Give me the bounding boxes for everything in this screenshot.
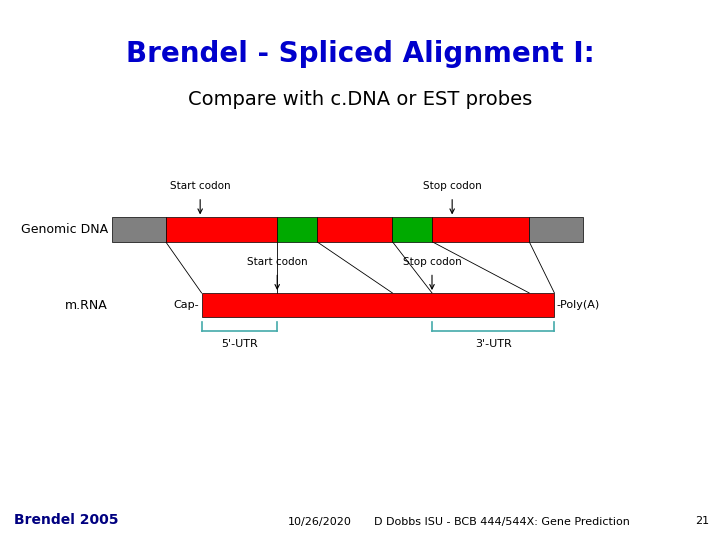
Bar <box>202 293 554 317</box>
Text: Genomic DNA: Genomic DNA <box>21 223 108 236</box>
Text: 5'-UTR: 5'-UTR <box>221 339 258 349</box>
Bar <box>166 217 277 241</box>
Text: Start codon: Start codon <box>247 257 307 267</box>
Text: Start codon: Start codon <box>170 181 230 192</box>
Bar <box>317 217 392 241</box>
Bar <box>432 217 529 241</box>
Text: Brendel - Spliced Alignment I:: Brendel - Spliced Alignment I: <box>125 40 595 68</box>
Text: Brendel 2005: Brendel 2005 <box>14 512 119 526</box>
Text: Stop codon: Stop codon <box>423 181 482 192</box>
Text: m.RNA: m.RNA <box>66 299 108 312</box>
Text: D Dobbs ISU - BCB 444/544X: Gene Prediction: D Dobbs ISU - BCB 444/544X: Gene Predict… <box>374 516 630 526</box>
Bar <box>112 217 166 241</box>
Bar <box>392 217 432 241</box>
Text: 10/26/2020: 10/26/2020 <box>288 516 352 526</box>
Text: Compare with c.DNA or EST probes: Compare with c.DNA or EST probes <box>188 90 532 110</box>
Text: 21: 21 <box>695 516 709 526</box>
Bar <box>277 217 317 241</box>
Text: 3'-UTR: 3'-UTR <box>474 339 512 349</box>
Bar <box>529 217 583 241</box>
Text: Cap-: Cap- <box>174 300 199 310</box>
Text: -Poly(A): -Poly(A) <box>557 300 600 310</box>
Text: Stop codon: Stop codon <box>402 257 462 267</box>
